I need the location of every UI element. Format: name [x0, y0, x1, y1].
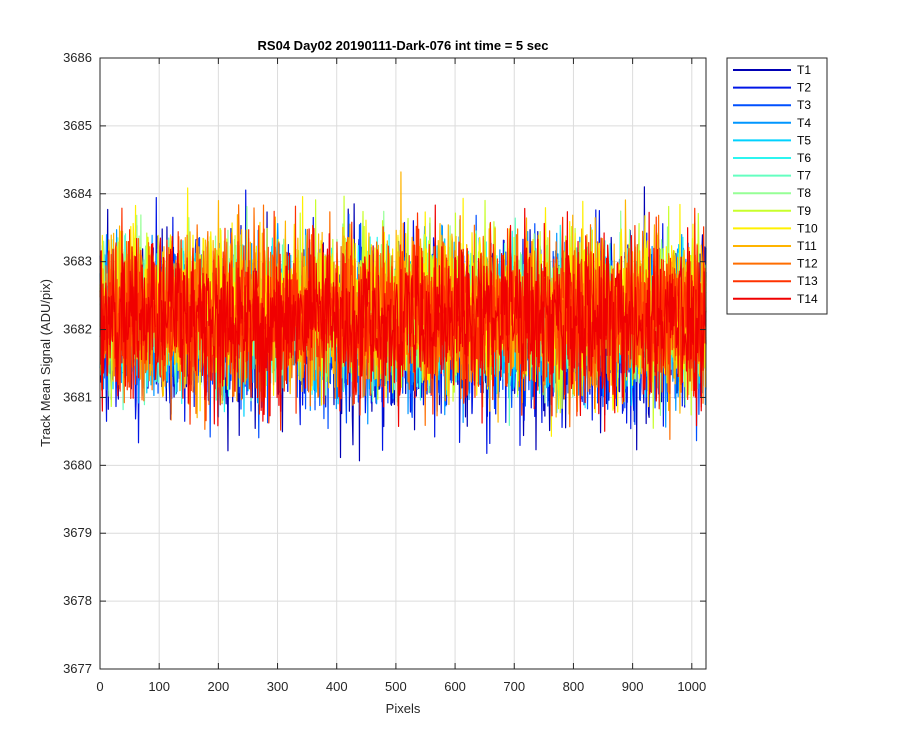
y-tick-label: 3685: [63, 118, 92, 133]
x-tick-label: 100: [148, 679, 170, 694]
legend-label-t11: T11: [797, 239, 817, 253]
x-tick-label: 800: [563, 679, 585, 694]
y-tick-label: 3683: [63, 254, 92, 269]
legend-label-t1: T1: [797, 63, 811, 77]
x-tick-label: 900: [622, 679, 644, 694]
y-tick-label: 3684: [63, 186, 92, 201]
y-tick-label: 3678: [63, 593, 92, 608]
x-tick-label: 1000: [677, 679, 706, 694]
y-tick-label: 3680: [63, 457, 92, 472]
y-tick-label: 3677: [63, 661, 92, 676]
legend-label-t5: T5: [797, 133, 811, 147]
y-tick-label: 3682: [63, 322, 92, 337]
legend-label-t10: T10: [797, 221, 818, 235]
plot-frame: [99, 57, 707, 670]
legend-box: [726, 57, 828, 315]
legend-label-t14: T14: [797, 292, 818, 306]
legend-label-t4: T4: [797, 116, 811, 130]
x-tick-label: 600: [444, 679, 466, 694]
legend-label-t13: T13: [797, 274, 818, 288]
x-tick-label: 200: [208, 679, 230, 694]
legend-label-t8: T8: [797, 186, 811, 200]
legend-label-t2: T2: [797, 81, 811, 95]
legend-label-t3: T3: [797, 98, 811, 112]
legend-label-t12: T12: [797, 257, 818, 271]
y-axis-label: Track Mean Signal (ADU/pix): [38, 279, 53, 447]
y-tick-label: 3681: [63, 389, 92, 404]
legend-label-t7: T7: [797, 169, 811, 183]
y-tick-label: 3686: [63, 50, 92, 65]
x-tick-label: 500: [385, 679, 407, 694]
axis-ticks: 0 100 200 300 400 500 600 700 800 900 1000 3677 3678…: [63, 50, 706, 694]
series-layer: [99, 171, 707, 462]
legend-label-t6: T6: [797, 151, 811, 165]
legend-label-t9: T9: [797, 204, 811, 218]
series-line-t14: [99, 204, 707, 432]
x-tick-label: 400: [326, 679, 348, 694]
x-axis-label: Pixels: [386, 701, 421, 716]
x-tick-label: 300: [267, 679, 289, 694]
x-tick-label: 0: [96, 679, 103, 694]
y-tick-label: 3679: [63, 525, 92, 540]
x-tick-label: 700: [503, 679, 525, 694]
chart-title: RS04 Day02 20190111-Dark-076 int time = …: [258, 38, 549, 53]
legend: T1 T2 T3 T4 T5 T6 T7 T8 T9 T10 T11 T12 T13 T14: [726, 57, 828, 315]
